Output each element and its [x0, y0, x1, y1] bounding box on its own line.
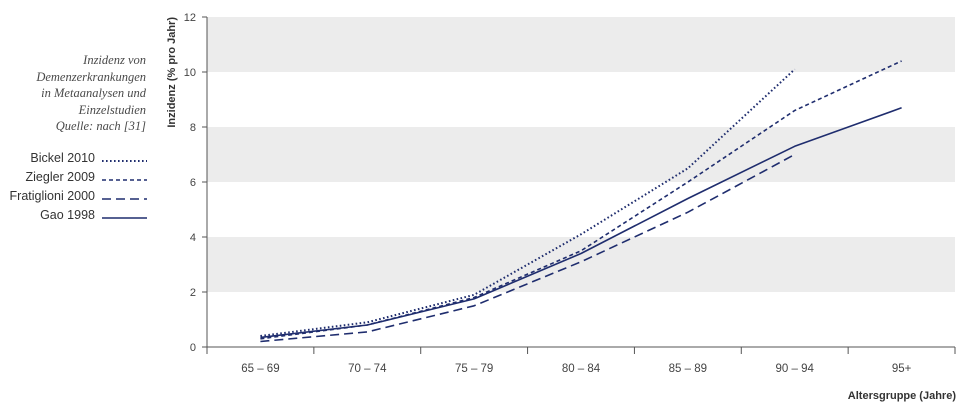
x-tick-label: 65 – 69 — [241, 363, 279, 375]
y-tick-label: 0 — [190, 342, 196, 354]
y-tick-label: 12 — [184, 12, 196, 24]
caption-line: in Metaanalysen und — [41, 86, 146, 100]
legend-label: Bickel 2010 — [30, 151, 95, 165]
y-tick-label: 2 — [190, 287, 196, 299]
legend-item-bickel: Bickel 2010 — [0, 151, 150, 170]
x-tick-label: 80 – 84 — [562, 363, 601, 375]
series-line-dotted — [260, 68, 796, 337]
legend-label: Fratiglioni 2000 — [9, 189, 95, 203]
caption-source: Quelle: nach [31] — [55, 119, 146, 133]
x-tick-label: 95+ — [892, 363, 912, 375]
grid-band — [207, 237, 955, 292]
grid-band — [207, 127, 955, 182]
y-tick-label: 6 — [190, 177, 196, 189]
chart-caption: Inzidenz von Demenzerkrankungen in Metaa… — [0, 52, 146, 135]
legend-label: Gao 1998 — [40, 208, 95, 222]
series-line-dashed — [260, 60, 902, 340]
legend-swatch-dashed — [102, 179, 147, 181]
y-axis-title: Inzidenz (% pro Jahr) — [166, 17, 178, 128]
legend-item-fratiglioni: Fratiglioni 2000 — [0, 189, 150, 208]
series-line-solid — [260, 107, 902, 339]
caption-line: Demenzerkrankungen — [36, 69, 146, 84]
legend-item-ziegler: Ziegler 2009 — [0, 170, 150, 189]
caption-line: Inzidenz von — [83, 53, 146, 67]
y-tick-label: 10 — [184, 67, 196, 79]
x-tick-label: 70 – 74 — [348, 363, 387, 375]
x-axis-title: Altersgruppe (Jahre) — [848, 390, 957, 402]
legend: Bickel 2010 Ziegler 2009 Fratiglioni 200… — [0, 151, 150, 227]
series-line-longdash — [260, 153, 796, 343]
caption-line: Einzelstudien — [78, 102, 146, 117]
y-tick-label: 4 — [190, 232, 196, 244]
legend-item-gao: Gao 1998 — [0, 208, 150, 227]
legend-swatch-solid — [102, 217, 147, 219]
legend-swatch-dotted — [102, 160, 147, 162]
legend-label: Ziegler 2009 — [25, 170, 96, 184]
grid-band — [207, 17, 955, 72]
x-tick-label: 90 – 94 — [776, 363, 815, 375]
x-tick-label: 75 – 79 — [455, 363, 493, 375]
legend-swatch-longdash — [102, 198, 147, 200]
y-tick-label: 8 — [190, 122, 196, 134]
x-tick-label: 85 – 89 — [669, 363, 707, 375]
